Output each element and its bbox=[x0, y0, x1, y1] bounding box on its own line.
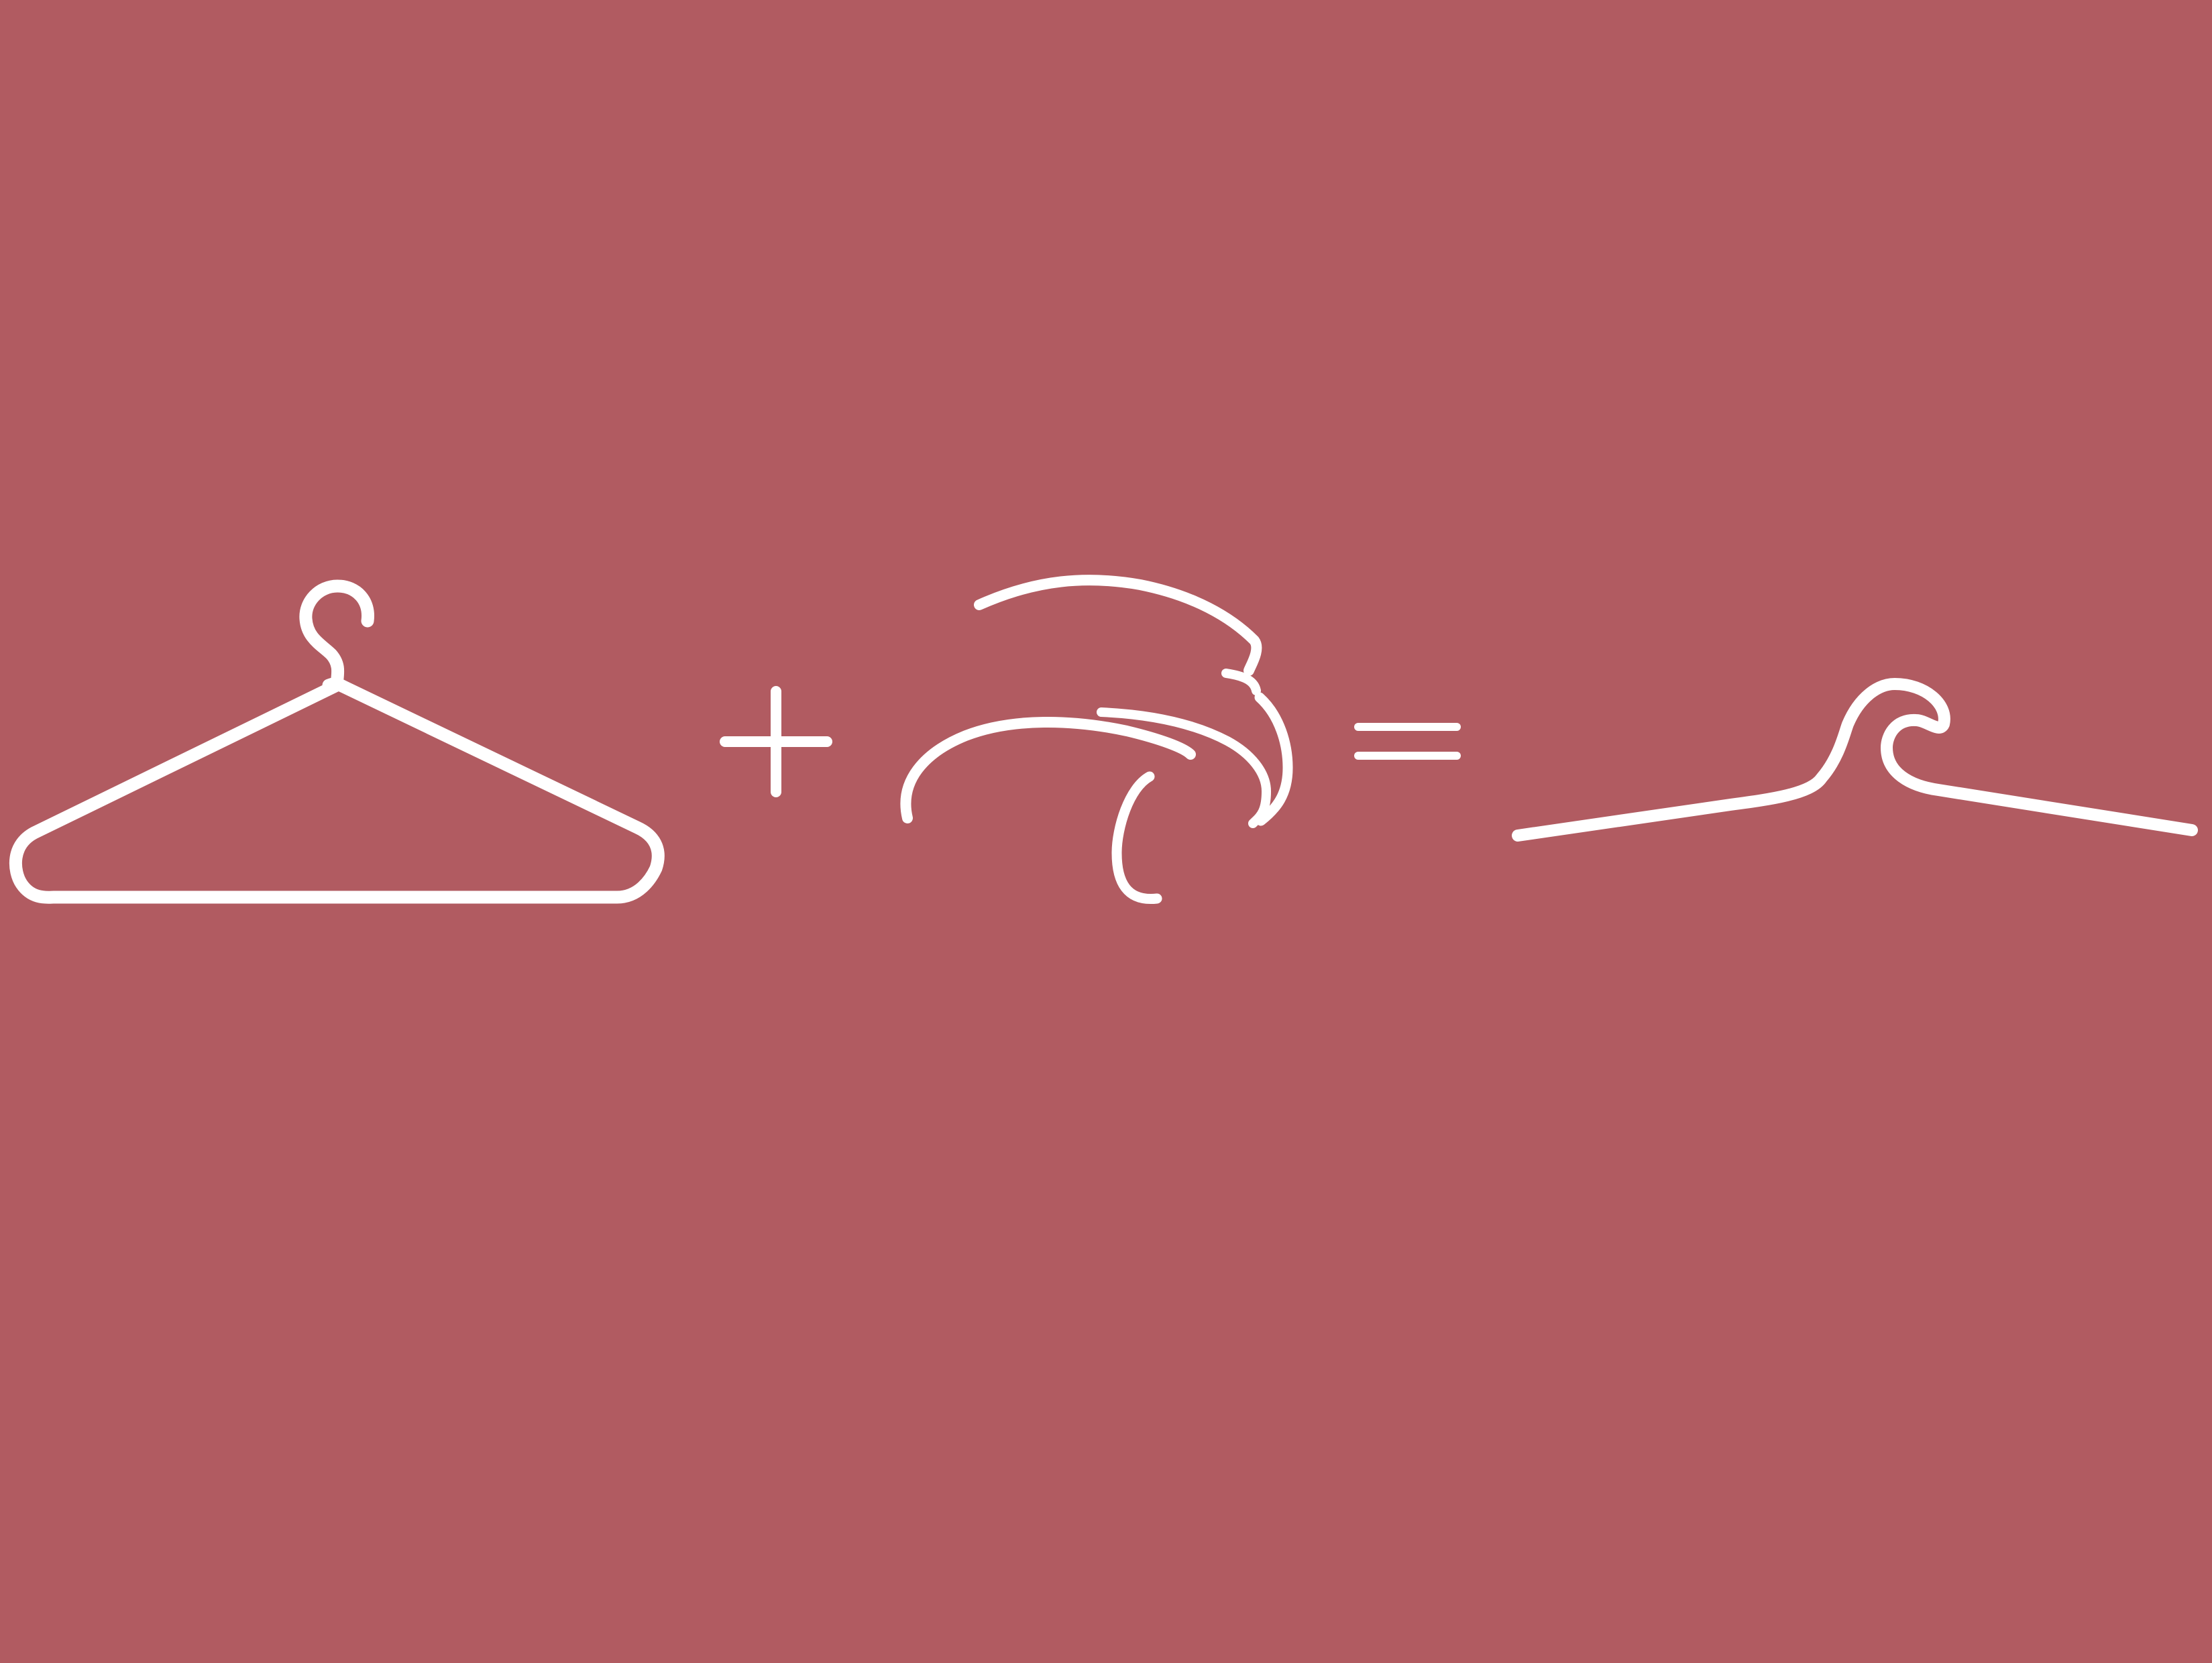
equals-sign-icon bbox=[1354, 723, 1461, 760]
hanger-icon bbox=[9, 579, 665, 904]
plus-sign-icon bbox=[720, 686, 832, 797]
hanger-wave-logo-icon bbox=[1512, 678, 2198, 842]
wave-icon bbox=[900, 575, 1293, 905]
